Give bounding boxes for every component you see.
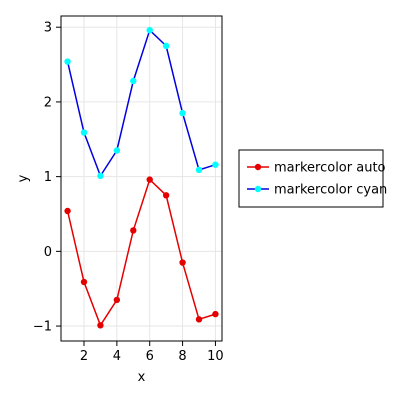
- y-tick-label: 1: [44, 170, 52, 185]
- y-tick-label: −1: [33, 320, 52, 335]
- data-point: [195, 316, 203, 323]
- x-tick-label: 6: [146, 349, 154, 364]
- x-tick-label: 8: [178, 349, 186, 364]
- data-point: [162, 42, 170, 50]
- y-axis-label: y: [16, 174, 31, 182]
- legend-entry: markercolor auto: [247, 161, 386, 176]
- x-axis: 2 4 6 8 10: [80, 341, 224, 364]
- data-point: [130, 227, 137, 234]
- data-point: [179, 259, 186, 266]
- data-point: [97, 322, 104, 329]
- data-point: [113, 296, 121, 304]
- series-line: [66, 178, 216, 327]
- series-line: [66, 28, 216, 178]
- legend-label: markercolor cyan: [274, 183, 387, 198]
- data-point: [146, 26, 153, 34]
- legend-label: markercolor auto: [274, 161, 386, 176]
- data-point: [64, 58, 71, 65]
- data-point: [80, 278, 88, 286]
- data-point: [64, 207, 71, 215]
- data-point: [179, 109, 186, 117]
- data-point: [195, 166, 203, 174]
- data-point: [146, 176, 153, 183]
- series-layer: [64, 26, 219, 329]
- data-point: [80, 129, 88, 136]
- y-axis: −1 0 1 2 3: [33, 21, 61, 335]
- data-point: [113, 147, 121, 154]
- legend-box: [238, 149, 384, 208]
- grid: [61, 16, 222, 341]
- legend-marker: [254, 163, 262, 171]
- y-tick-label: 0: [44, 245, 52, 260]
- x-tick-label: 10: [207, 349, 224, 364]
- x-tick-label: 2: [80, 349, 88, 364]
- x-tick-label: 4: [113, 349, 121, 364]
- legend: markercolor auto markercolor cyan: [238, 149, 387, 208]
- data-point: [130, 77, 137, 85]
- x-axis-label: x: [138, 370, 146, 385]
- plot-frame: [60, 15, 223, 342]
- legend-entry: markercolor cyan: [247, 183, 387, 198]
- data-point: [212, 310, 219, 318]
- legend-marker: [254, 185, 262, 193]
- y-tick-label: 3: [44, 21, 52, 36]
- data-point: [162, 192, 170, 199]
- series-2: [64, 26, 219, 180]
- y-tick-label: 2: [44, 95, 52, 110]
- data-point: [97, 172, 104, 180]
- data-point: [212, 161, 219, 168]
- series-1: [64, 176, 219, 329]
